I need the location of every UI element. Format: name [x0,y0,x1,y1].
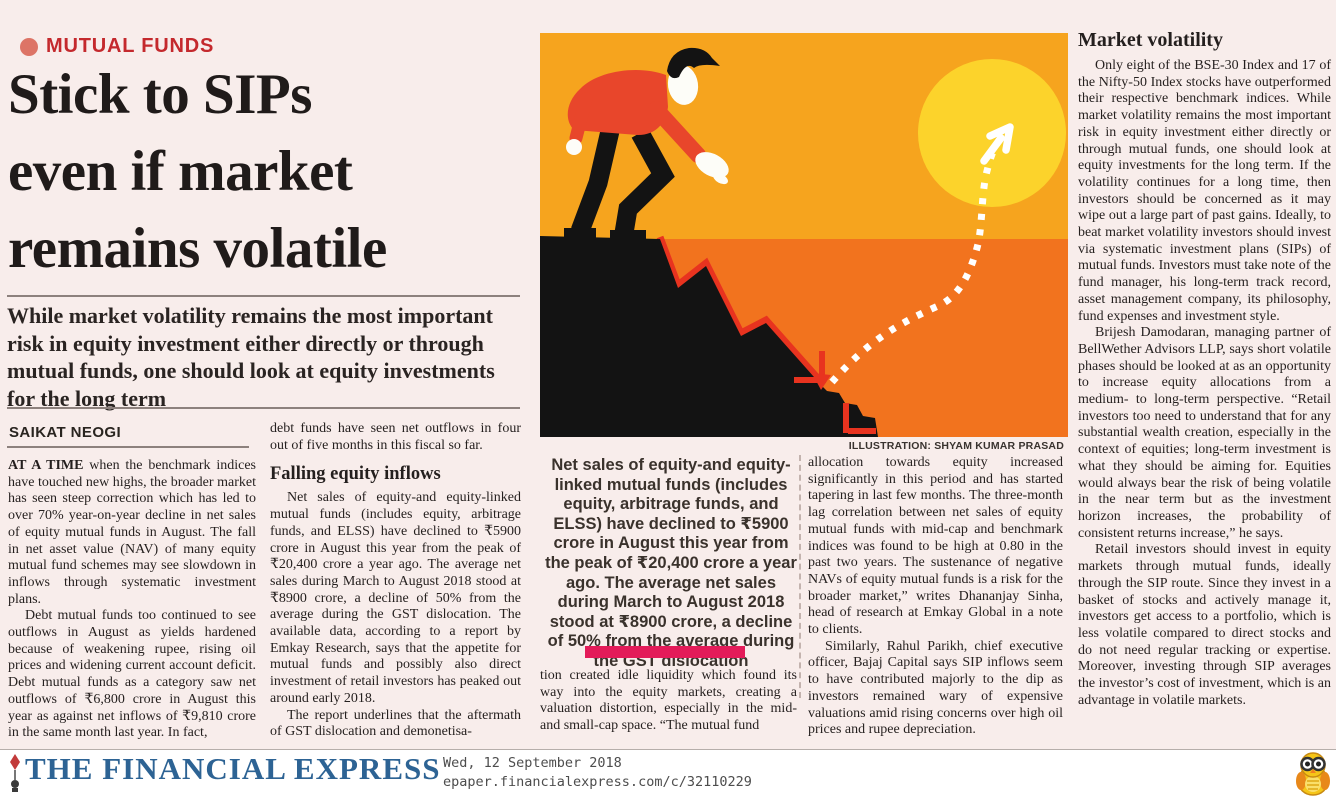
figure-shoe [564,228,596,238]
illustration-credit: ILLUSTRATION: SHYAM KUMAR PRASAD [848,440,1064,452]
declining-chart-line [656,235,825,386]
pull-quote-underline-bar [585,646,745,658]
epaper-url: epaper.financialexpress.com/c/32110229 [443,774,752,790]
figure-hanging-arm [569,92,593,145]
body-column-4: allocation towards equity increased sign… [808,455,1063,739]
paragraph: allocation towards equity increased sign… [808,455,1063,638]
divider [7,407,520,409]
headline-line-2: even if market [8,140,353,203]
crosshead: Falling equity inflows [270,464,441,485]
figure-shoe [610,230,646,240]
up-arrow-icon [980,123,1014,165]
article-deck: While market volatility remains the most… [7,303,495,411]
section-kicker: MUTUAL FUNDS [20,35,214,58]
climber-figure [564,47,729,240]
figure-open-hand [695,152,729,185]
body-column-5: Market volatility Only eight of the BSE-… [1078,29,1331,709]
dotted-recovery-path [829,136,1003,385]
paragraph: Net sales of equity-and equity-linked mu… [270,490,521,706]
lead-in: AT A TIME [8,458,84,473]
masthead-title: THE FINANCIAL EXPRESS [25,751,441,786]
figure-hair [667,47,720,79]
epaper-meta: Wed, 12 September 2018 epaper.financiale… [443,754,752,792]
body-column-2: debt funds have seen net outflows in fou… [270,421,521,741]
section-label: MUTUAL FUNDS [46,35,215,57]
paragraph: Debt mutual funds too continued to see o… [8,608,256,741]
figure-reaching-arm [648,101,706,163]
paragraph: debt funds have seen net outflows in fou… [270,421,521,453]
crosshead: Market volatility [1078,29,1223,51]
paragraph: Brijesh Damodaran, managing partner of B… [1078,325,1331,541]
headline-line-3: remains volatile [8,217,387,280]
cliff-shape [540,236,878,437]
divider [7,295,520,297]
article-headline: Stick to SIPs even if market remains vol… [8,56,528,287]
pull-quote: Net sales of equity-and equity-linked mu… [545,456,797,670]
headline-line-1: Stick to SIPs [8,63,312,126]
divider [7,446,249,448]
body-column-1: AT A TIME when the benchmark indices hav… [8,458,256,742]
figure-torso [567,69,668,135]
body-column-3: tion created idle liquidity which found … [540,668,797,735]
chart-tick-icon [794,351,876,434]
figure-front-leg [614,128,675,235]
paragraph: Retail investors should invest in equity… [1078,542,1331,708]
dashed-column-divider [799,455,801,698]
paragraph: tion created idle liquidity which found … [540,668,797,734]
paragraph: AT A TIME when the benchmark indices hav… [8,458,256,608]
epaper-footer: THE FINANCIAL EXPRESS Wed, 12 September … [0,749,1336,796]
paragraph-text: when the benchmark indices have touched … [8,458,257,607]
bullet-dot-icon [20,37,38,56]
figure-hand [566,139,582,155]
paragraph: Only eight of the BSE-30 Index and 17 of… [1078,58,1331,324]
epaper-date: Wed, 12 September 2018 [443,755,622,771]
masthead-lamp-icon [10,754,20,792]
byline: SAIKAT NEOGI [9,424,122,441]
figure-back-leg [571,128,620,235]
paragraph: Similarly, Rahul Parikh, chief executive… [808,638,1063,738]
paragraph: The report underlines that the aftermath… [270,707,521,740]
market-decline-illustration [540,33,1068,437]
owl-mascot-icon [1296,752,1330,796]
